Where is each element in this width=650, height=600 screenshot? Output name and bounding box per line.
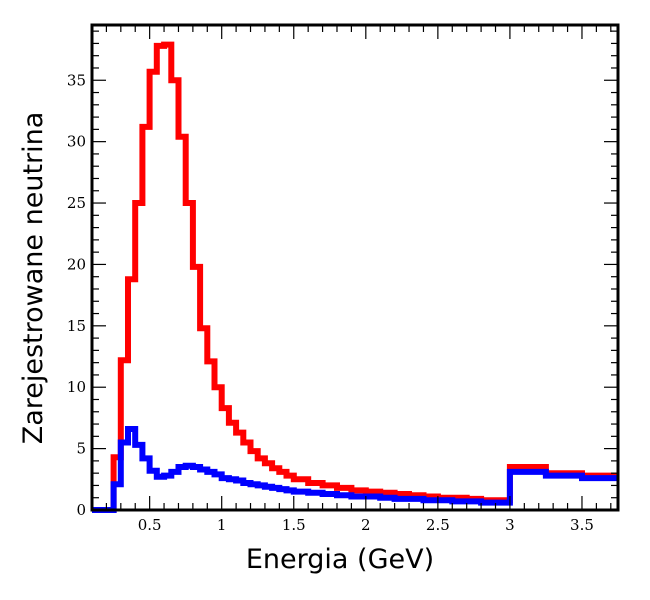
y-tick-label: 35 (67, 71, 86, 89)
series-layer (92, 41, 618, 513)
y-tick-label: 25 (67, 194, 86, 212)
y-tick-label: 10 (67, 378, 86, 396)
series-red-line (92, 41, 618, 513)
y-tick-label: 15 (67, 317, 86, 335)
x-tick-label: 2.5 (426, 516, 450, 534)
y-axis-title: Zarejestrowane neutrina (18, 112, 49, 445)
y-tick-label: 30 (67, 133, 86, 151)
x-axis-title: Energia (GeV) (246, 544, 434, 575)
labels-layer: 0.5 1 1.5 2 2.5 3 3.5 0 5 10 15 20 25 30 35 (67, 71, 594, 534)
x-tick-label: 0.5 (138, 516, 162, 534)
x-tick-label: 3.5 (570, 516, 594, 534)
x-tick-label: 3 (505, 516, 515, 534)
y-tick-label: 0 (76, 501, 86, 519)
series-blue-line (92, 426, 618, 513)
y-tick-label: 20 (67, 255, 86, 273)
x-tick-label: 1.5 (282, 516, 306, 534)
ticks-layer (91, 25, 618, 511)
x-tick-label: 2 (361, 516, 371, 534)
plot-frame (90, 23, 620, 512)
y-tick-label: 5 (76, 440, 86, 458)
x-tick-label: 1 (217, 516, 227, 534)
